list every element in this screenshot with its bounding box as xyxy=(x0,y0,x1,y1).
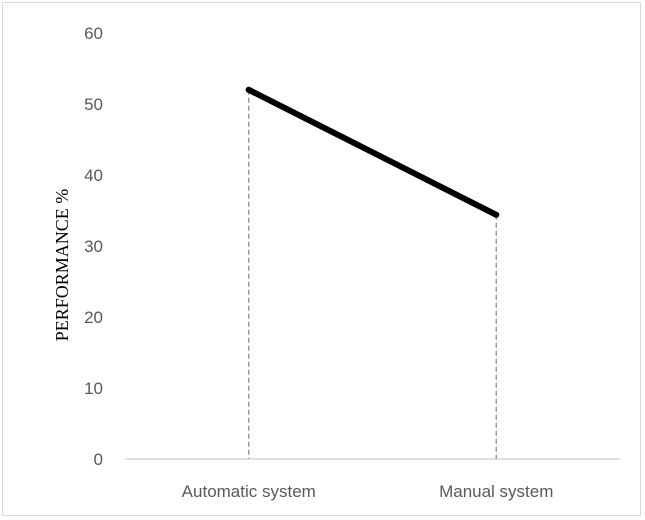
series xyxy=(245,86,500,218)
y-tick-label: 20 xyxy=(84,308,103,327)
y-tick-label: 40 xyxy=(84,166,103,185)
y-tick-label: 0 xyxy=(94,450,103,469)
drop-lines xyxy=(248,89,497,459)
x-categories: Automatic system Manual system xyxy=(182,482,554,501)
data-point xyxy=(493,211,500,218)
x-category-label: Manual system xyxy=(439,482,553,501)
series-line xyxy=(245,86,500,218)
x-category-label: Automatic system xyxy=(182,482,316,501)
y-axis-title: PERFORMANCE % xyxy=(52,189,72,342)
y-tick-label: 50 xyxy=(84,95,103,114)
data-point xyxy=(245,86,252,93)
y-tick-label: 60 xyxy=(84,24,103,43)
y-ticks: 0 10 20 30 40 50 60 xyxy=(84,24,103,469)
y-tick-label: 30 xyxy=(84,237,103,256)
y-tick-label: 10 xyxy=(84,379,103,398)
chart-frame xyxy=(2,2,641,516)
